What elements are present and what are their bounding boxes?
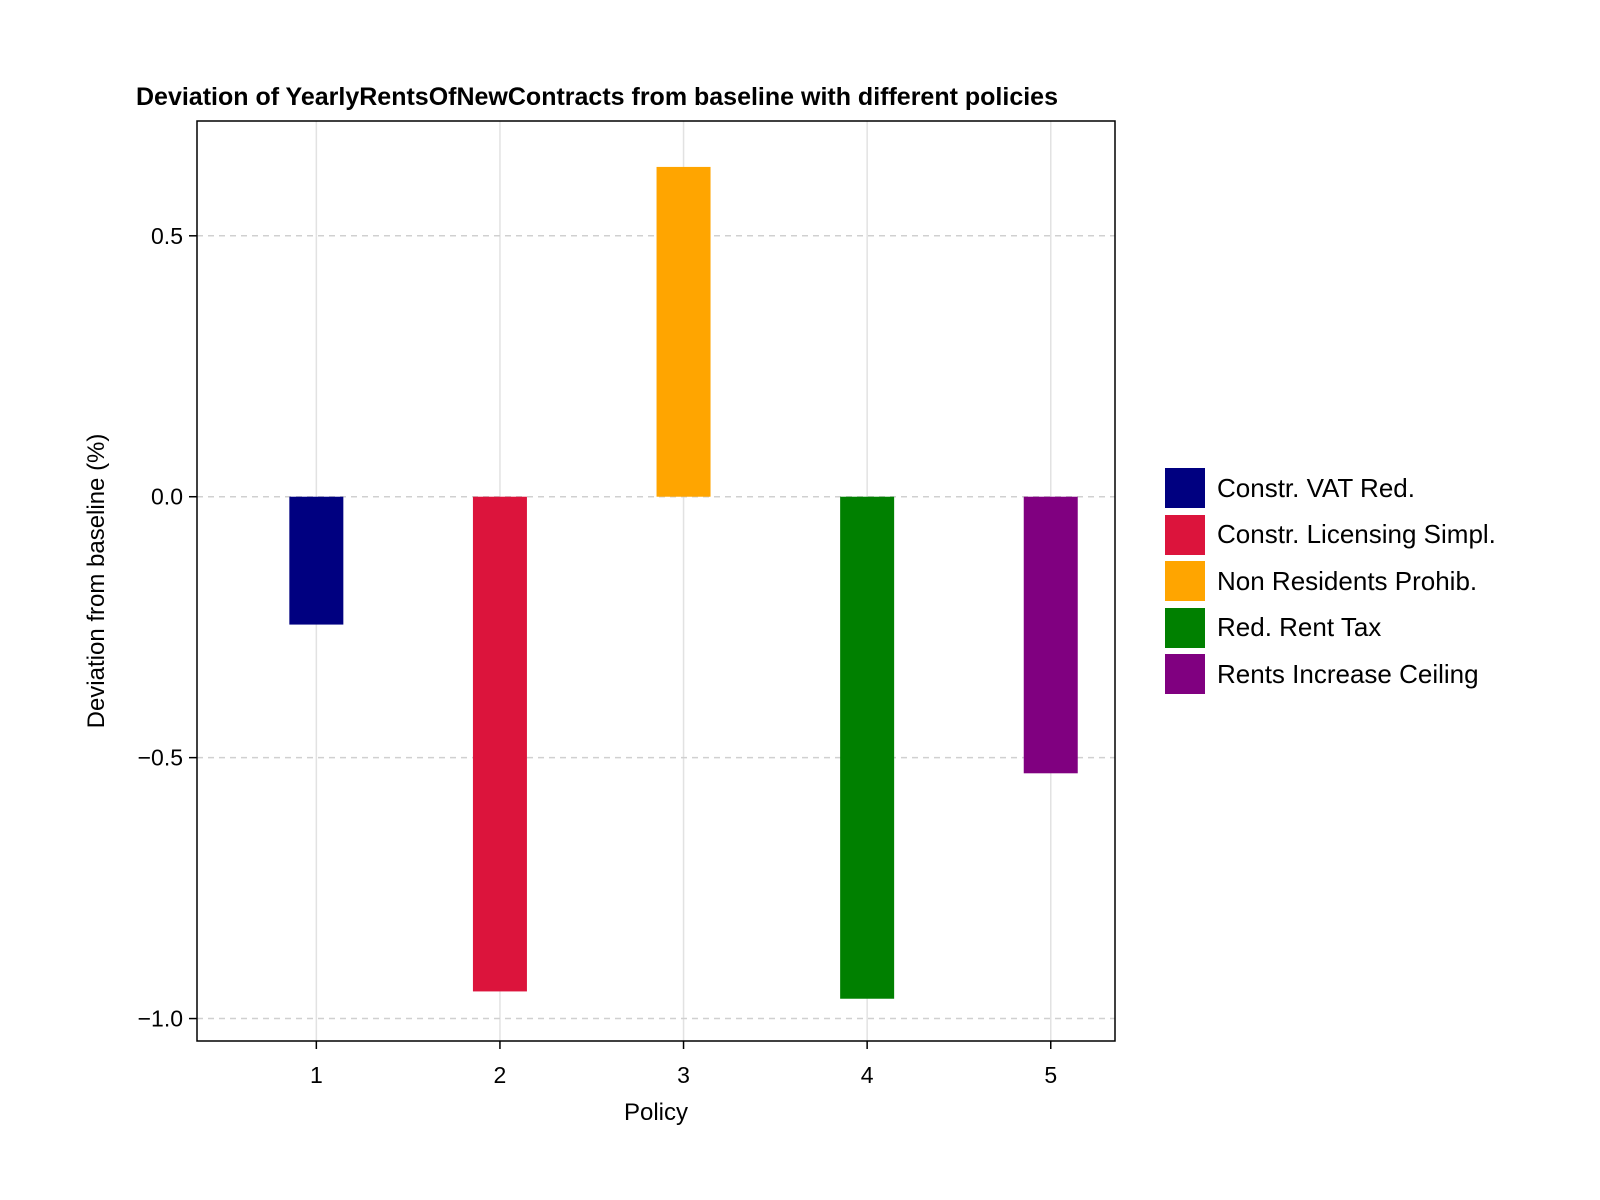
legend-swatch (1165, 514, 1205, 555)
y-tick-label: 0.0 (151, 484, 183, 510)
x-axis-title: Policy (624, 1099, 688, 1126)
x-tick-label: 1 (310, 1062, 323, 1088)
legend-swatch (1165, 607, 1205, 648)
legend-label: Rents Increase Ceiling (1217, 658, 1479, 689)
legend-label: Red. Rent Tax (1217, 612, 1382, 642)
legend-swatch (1165, 561, 1205, 601)
bar-policy-5 (1023, 496, 1078, 774)
legend-item: Constr. Licensing Simpl. (1165, 514, 1496, 555)
legend-label: Non Residents Prohib. (1217, 565, 1478, 596)
bars (289, 166, 1078, 999)
bar-policy-4 (840, 496, 895, 999)
bar-policy-1 (289, 496, 344, 625)
legend-item: Rents Increase Ceiling (1165, 654, 1479, 694)
y-tick-label: −1.0 (138, 1006, 183, 1032)
legend-item: Red. Rent Tax (1165, 607, 1382, 648)
legend-label: Constr. VAT Red. (1217, 472, 1415, 503)
legend-item: Non Residents Prohib. (1165, 561, 1477, 601)
legend-item: Constr. VAT Red. (1165, 468, 1415, 508)
chart-title: Deviation of YearlyRentsOfNewContracts f… (136, 83, 1058, 111)
y-axis-ticks: 0.5 0.0 −0.5 −1.0 (138, 223, 197, 1032)
bar-policy-2 (472, 496, 527, 992)
plot-frame (196, 120, 1116, 1042)
bar-policy-3 (656, 166, 711, 497)
x-tick-label: 4 (861, 1062, 874, 1088)
x-axis-ticks: 1 2 3 4 5 (310, 1041, 1057, 1088)
y-tick-label: 0.5 (151, 223, 183, 249)
x-tick-label: 3 (677, 1062, 690, 1088)
x-tick-label: 5 (1044, 1062, 1057, 1088)
y-axis-title: Deviation from baseline (%) (83, 434, 110, 729)
legend-swatch (1165, 654, 1205, 694)
legend-swatch (1165, 468, 1205, 508)
y-tick-label: −0.5 (138, 745, 183, 771)
legend-label: Constr. Licensing Simpl. (1217, 519, 1496, 549)
x-tick-label: 2 (494, 1062, 507, 1088)
